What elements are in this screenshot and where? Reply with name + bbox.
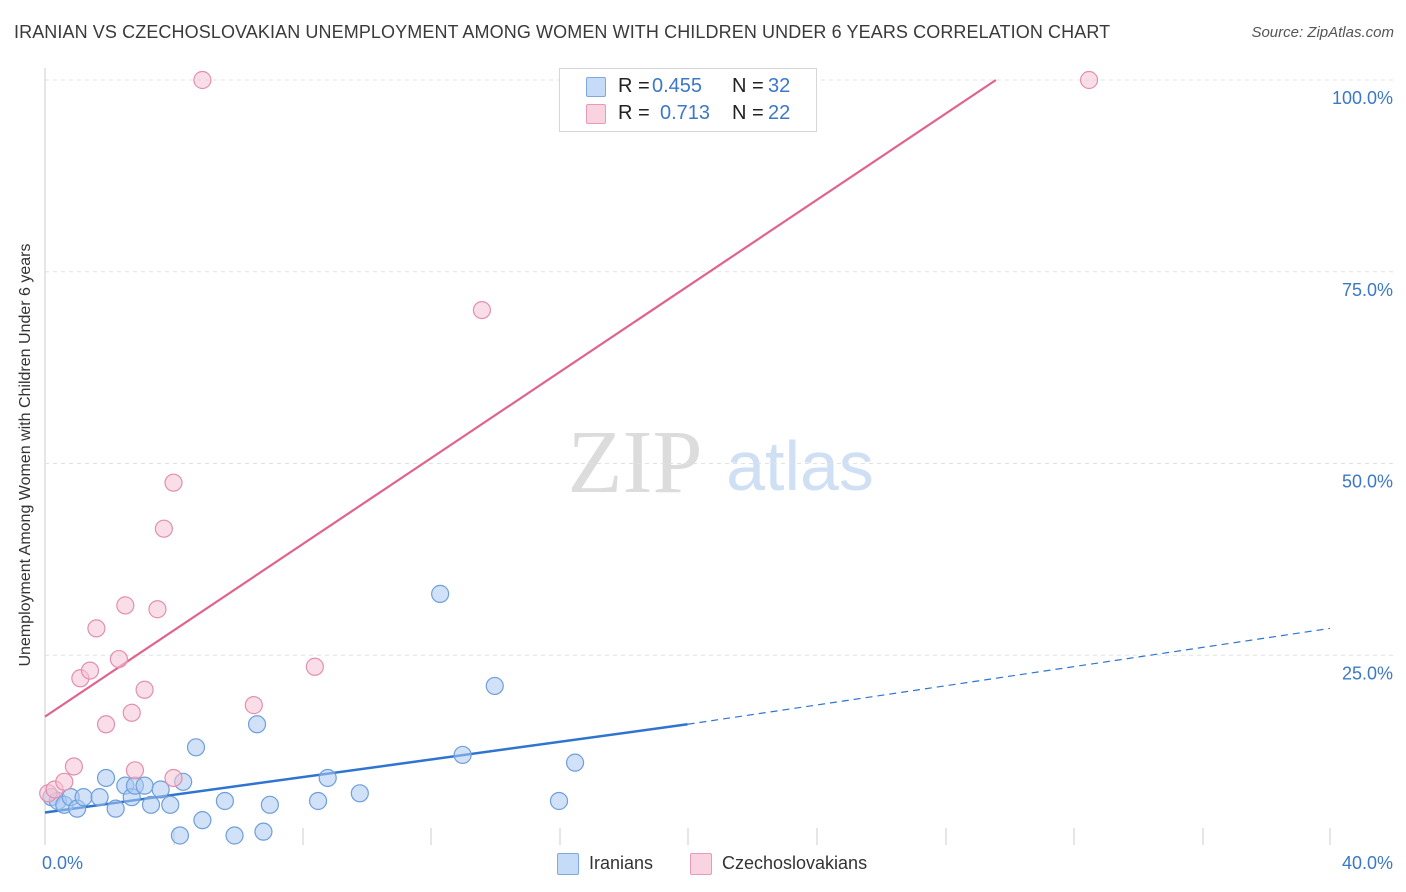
iranians-point [186,738,206,757]
legend-r-value: 0.713 [660,102,711,124]
czechoslovakians-point [122,703,141,722]
iranians-point [106,799,125,818]
y-tick-label: 25.0% [1342,663,1393,683]
legend-r-label: R = [618,102,650,124]
czechoslovakians-point [116,596,135,615]
czechoslovakians-point [305,657,324,676]
czechoslovakians-point [96,715,116,734]
chart-title: IRANIAN VS CZECHOSLOVAKIAN UNEMPLOYMENT … [14,22,1111,42]
iranians-point [318,768,337,788]
bottom-legend-swatch-iranians [557,853,579,875]
legend-swatch-iranians [586,77,606,97]
czechoslovakians-point [1079,70,1099,90]
czechoslovakians-point [148,600,167,619]
watermark-zip: ZIP [568,413,703,512]
y-tick-label: 50.0% [1342,472,1393,492]
iranians-point [161,795,180,814]
iranians-point [247,715,267,734]
czechoslovakians-point [80,661,100,680]
czechoslovakians-point [87,619,106,638]
iranians-point [96,768,116,788]
iranians-point [90,788,109,807]
iranians-point [260,795,279,814]
iranians-point [193,811,212,830]
iranians-point [431,584,450,603]
czechoslovakians-point [154,519,173,538]
czechoslovakians-point [55,772,74,791]
legend-n-value: 32 [768,75,791,97]
czechoslovakians-point [244,696,263,715]
bottom-legend-swatch-czechoslovakians [690,853,712,875]
bottom-legend-label-iranians: Iranians [589,853,654,873]
x-tick-label: 40.0% [1342,853,1393,873]
iranians-point [74,788,93,807]
iranians-point [215,791,234,811]
iranians-point [141,795,161,814]
czechoslovakians-point [193,70,212,90]
legend-n-label: N = [732,102,764,124]
x-tick-label: 0.0% [42,853,83,873]
czechoslovakians-point [125,761,145,780]
iranians-point [308,791,328,811]
watermark-atlas: atlas [726,427,874,505]
legend-r-label: R = [618,75,650,97]
iranians-point [453,745,472,765]
czechoslovakians-trend-line [44,79,997,718]
czechoslovakians-point [135,680,154,699]
iranians-point [549,791,569,811]
iranians-point [170,826,190,845]
iranians-point [135,776,154,795]
czechoslovakians-point [64,757,84,776]
iranians-point [565,753,585,772]
bottom-legend-label-czechoslovakians: Czechoslovakians [722,853,868,873]
iranians-trend-line-extension [687,627,1331,725]
czechoslovakians-point [164,473,183,492]
legend-n-label: N = [732,75,764,97]
iranians-point [350,784,369,803]
iranians-point [225,826,244,845]
iranians-point [485,676,504,696]
y-tick-label: 100.0% [1332,88,1393,108]
legend-swatch-czechoslovakians [586,104,606,124]
legend-r-value: 0.455 [652,75,703,97]
source-credit: Source: ZipAtlas.com [1251,24,1394,41]
iranians-point [254,822,273,841]
czechoslovakians-point [472,301,491,320]
czechoslovakians-point [164,768,183,788]
iranians-point [151,780,170,799]
legend-n-value: 22 [768,102,791,124]
correlation-legend: R = 0.455 N = 32 R = 0.713 N = 22 [559,68,817,132]
czechoslovakians-point [109,649,128,669]
y-tick-label: 75.0% [1342,280,1393,300]
